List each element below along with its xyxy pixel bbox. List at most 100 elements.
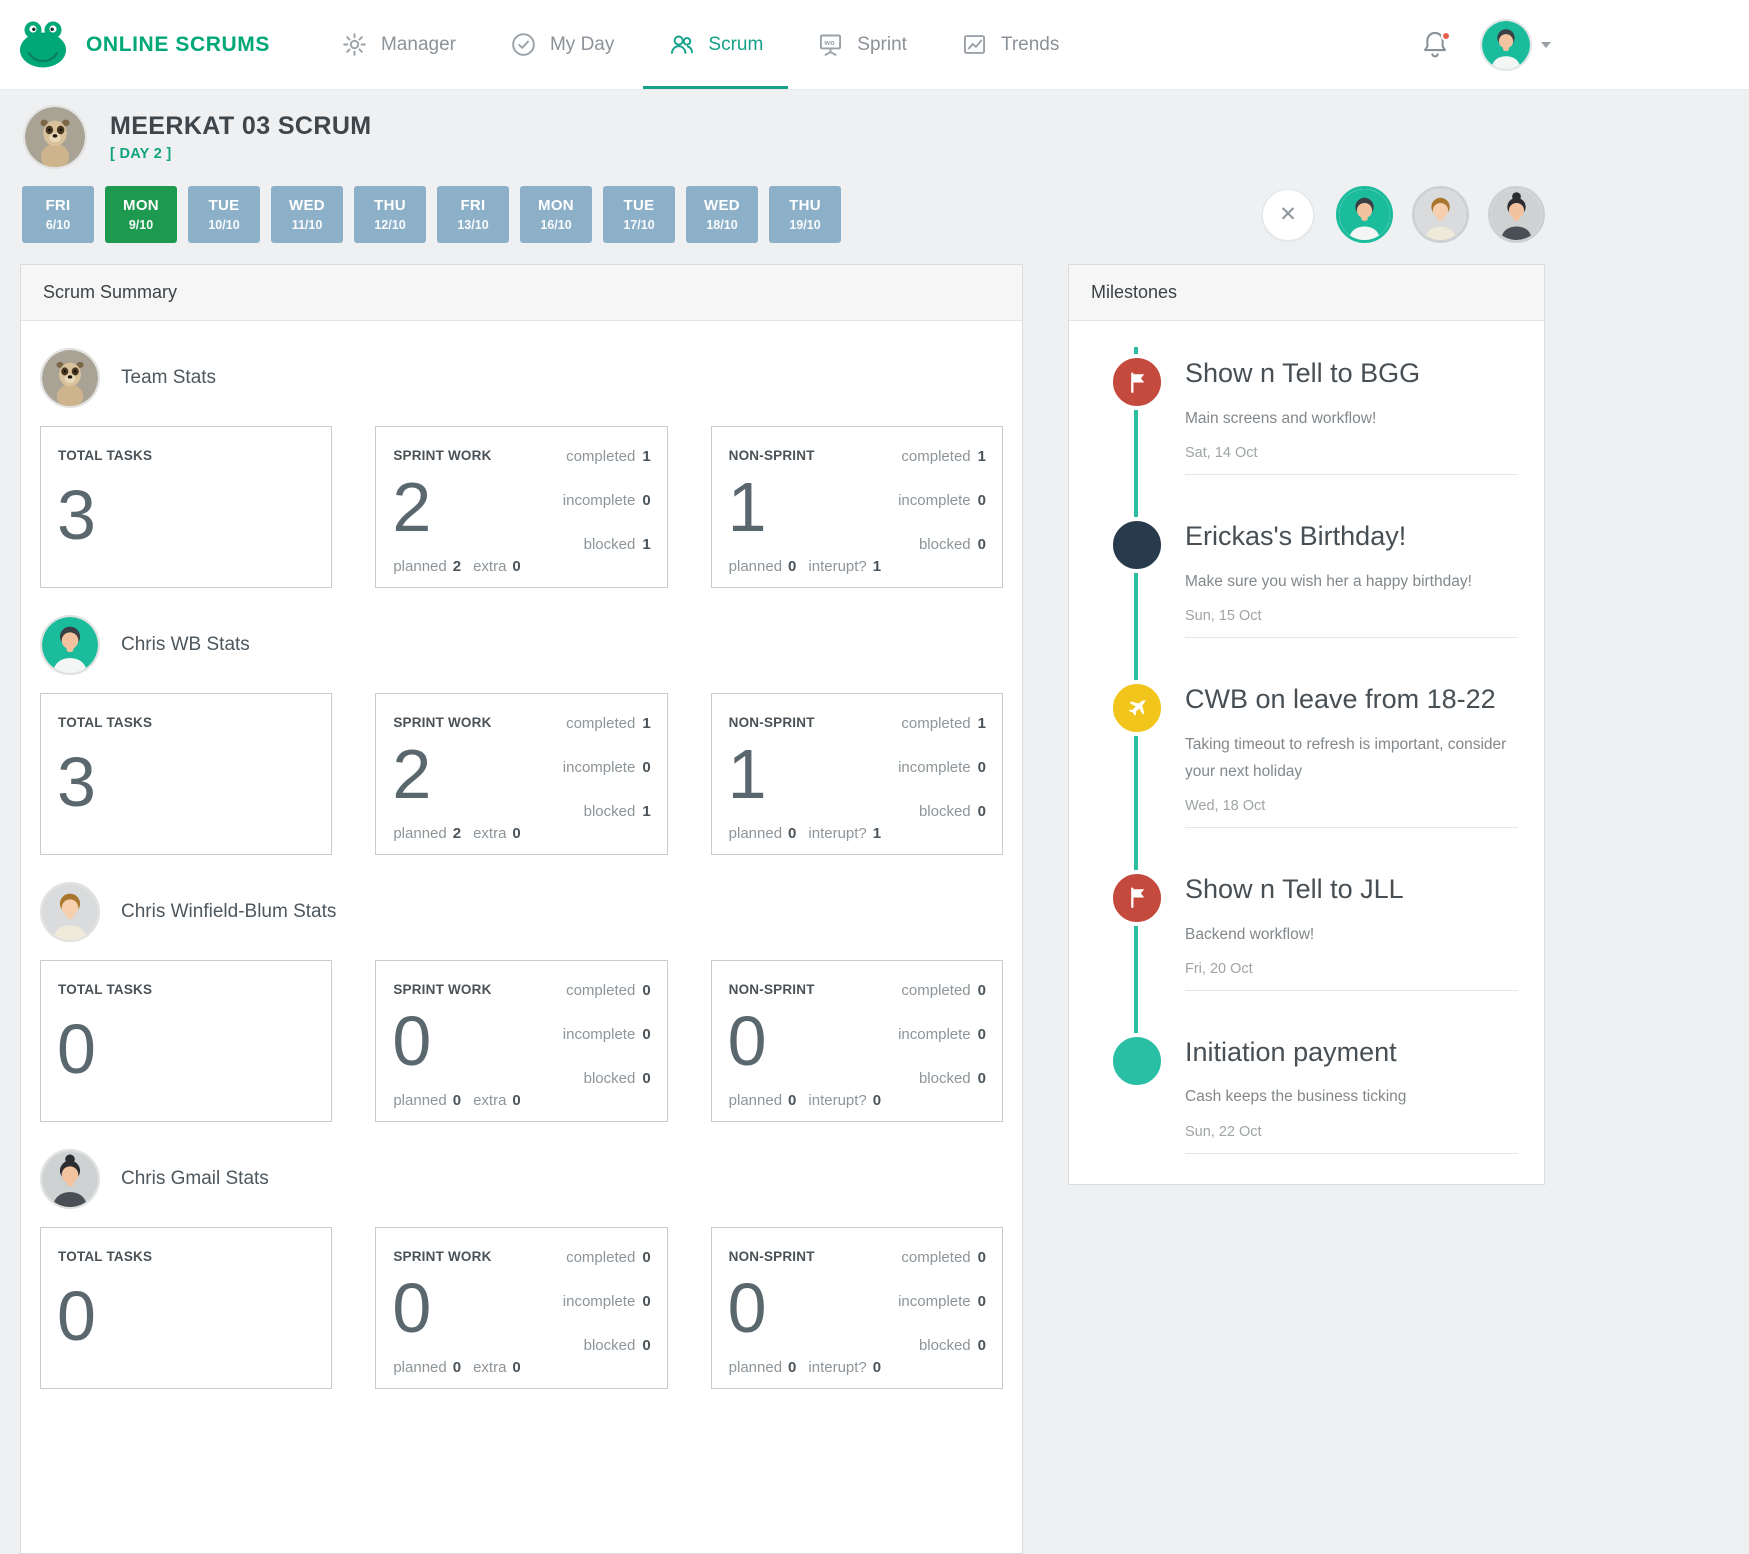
missed-x-icon[interactable] (957, 891, 999, 933)
date-tab-mon-9-10[interactable]: MON 9/10 (105, 186, 177, 243)
nav-item-label: Manager (380, 33, 456, 55)
date-tab-tue-10-10[interactable]: TUE 10/10 (188, 186, 260, 243)
milestone-description: Cash keeps the business ticking (1185, 1088, 1407, 1106)
team-member-avatar-chris-wb[interactable] (1336, 186, 1393, 243)
user-menu[interactable] (1480, 18, 1551, 71)
date-tab-date: 13/10 (457, 218, 489, 232)
stat-box-label: NON-SPRINT (728, 1249, 815, 1264)
non-sprint-box: NON-SPRINT 1 completed 1 incomplete 0 blocked 0… (710, 426, 1003, 588)
date-tab-date: 16/10 (540, 218, 572, 232)
date-tab-fri-6-10[interactable]: FRI 6/10 (22, 186, 94, 243)
team-avatars (1336, 186, 1545, 243)
notification-dot (1441, 30, 1451, 41)
date-tab-day: MON (538, 197, 574, 214)
milestone-date: Wed, 18 Oct (1185, 798, 1518, 828)
total-tasks-box: TOTAL TASKS 3 (40, 693, 333, 855)
team-member-avatar-chris-winfield-blum[interactable] (1412, 186, 1469, 243)
milestone-title: Initiation payment (1185, 1036, 1397, 1067)
stat-box-label: TOTAL TASKS (58, 982, 153, 997)
nav-item-sprint[interactable]: wo Sprint (790, 0, 934, 89)
play-icon[interactable] (893, 624, 935, 666)
date-tab-date: 17/10 (623, 218, 655, 232)
main-columns: Scrum Summary Team Stats TOTAL TASKS 3 SPRI… (20, 264, 1749, 1554)
stat-box-label: TOTAL TASKS (58, 715, 153, 730)
milestone-date: Fri, 20 Oct (1185, 961, 1518, 991)
member-name: Chris WB Stats (121, 634, 250, 655)
date-tab-date: 10/10 (208, 218, 240, 232)
stat-box-label: SPRINT WORK (393, 1249, 492, 1264)
date-tab-day: THU (789, 197, 821, 214)
date-tab-thu-12-10[interactable]: THU 12/10 (354, 186, 426, 243)
sprint-work-box: SPRINT WORK 2 completed 1 incomplete 0 blocked… (375, 693, 668, 855)
scrum-summary-title: Scrum Summary (21, 265, 1022, 321)
team-member-avatar-chris-gmail[interactable] (1488, 186, 1545, 243)
date-tab-thu-19-10[interactable]: THU 19/10 (769, 186, 841, 243)
top-nav: ONLINE SCRUMS Manager My Day Scrum wo Sprint… (0, 0, 1749, 90)
check-circle-icon (510, 31, 537, 58)
date-tab-fri-13-10[interactable]: FRI 13/10 (437, 186, 509, 243)
missed-x-icon[interactable] (957, 1158, 999, 1200)
chevron-down-icon (1541, 41, 1551, 48)
brand[interactable]: ONLINE SCRUMS (16, 0, 270, 89)
date-tab-day: THU (374, 197, 406, 214)
milestone-date: Sun, 22 Oct (1185, 1124, 1518, 1154)
nav-item-my-day[interactable]: My Day (483, 0, 641, 89)
milestone-description: Main screens and workflow! (1185, 409, 1377, 427)
stat-box-label: TOTAL TASKS (58, 1249, 153, 1264)
nav-item-scrum[interactable]: Scrum (641, 0, 790, 89)
date-tab-wed-11-10[interactable]: WED 11/10 (271, 186, 343, 243)
date-tab-wed-18-10[interactable]: WED 18/10 (686, 186, 758, 243)
milestone-show-n-tell-to-jll: Show n Tell to JLL Backend workflow! Fri, … (1109, 869, 1518, 991)
nav-item-label: My Day (549, 33, 615, 55)
date-tab-tue-17-10[interactable]: TUE 17/10 (603, 186, 675, 243)
stat-box-value: 2 (392, 735, 432, 813)
close-button[interactable]: ✕ (1262, 188, 1314, 241)
date-tab-day: WED (704, 197, 740, 214)
date-tab-date: 12/10 (374, 218, 406, 232)
total-tasks-value: 3 (57, 476, 96, 554)
dates-row: FRI 6/10 MON 9/10 TUE 10/10 WED 11/10 THU 12/10 FR… (0, 186, 1545, 243)
total-tasks-value: 0 (57, 1010, 96, 1088)
milestone-title: CWB on leave from 18-22 (1185, 683, 1496, 714)
stat-box-value: 2 (392, 468, 432, 546)
flag-icon (1109, 354, 1165, 410)
date-tab-day: WED (289, 197, 325, 214)
member-sections: Team Stats TOTAL TASKS 3 SPRINT WORK 2 comple… (21, 348, 1022, 1389)
stat-box-value: 0 (727, 1002, 767, 1080)
member-status-icons (957, 891, 999, 933)
team-bar: ✕ (1262, 186, 1545, 243)
nav-item-label: Scrum (708, 33, 764, 55)
stat-box-value: 1 (727, 735, 767, 813)
member-avatar (40, 615, 100, 675)
date-tab-day: FRI (45, 197, 71, 214)
date-tab-date: 9/10 (128, 218, 154, 232)
plane-icon (1109, 679, 1165, 736)
user-avatar (1480, 18, 1532, 71)
main-nav: Manager My Day Scrum wo Sprint Trends (314, 0, 1420, 89)
notifications-bell-icon[interactable] (1420, 29, 1451, 61)
scrum-header-text: MEERKAT 03 SCRUM [ DAY 2 ] (110, 112, 372, 162)
total-tasks-value: 3 (57, 743, 96, 821)
nav-item-manager[interactable]: Manager (314, 0, 483, 89)
milestone-cwb-on-leave-from-18-22: CWB on leave from 18-22 Taking timeout to… (1109, 679, 1518, 828)
milestone-title: Show n Tell to BGG (1185, 358, 1421, 388)
non-sprint-box: NON-SPRINT 0 completed 0 incomplete 0 blocked 0… (710, 1227, 1003, 1389)
check-circle-green-icon[interactable] (957, 624, 999, 666)
milestone-title: Show n Tell to JLL (1185, 873, 1404, 904)
member-name: Chris Winfield-Blum Stats (121, 901, 337, 922)
member-name: Chris Gmail Stats (121, 1168, 269, 1189)
sprint-board-icon: wo (817, 31, 844, 58)
date-tab-mon-16-10[interactable]: MON 16/10 (520, 186, 592, 243)
date-tab-day: MON (123, 197, 159, 214)
member-status-icons (893, 624, 999, 666)
stat-box-label: SPRINT WORK (393, 982, 492, 997)
stat-box-value: 0 (392, 1002, 432, 1080)
milestone-title: Erickas's Birthday! (1185, 520, 1407, 551)
nav-item-trends[interactable]: Trends (934, 0, 1086, 89)
day-label: [ DAY 2 ] (110, 146, 172, 162)
date-tab-date: 19/10 (789, 218, 821, 232)
nav-item-label: Sprint (857, 33, 907, 55)
sprint-work-box: SPRINT WORK 0 completed 0 incomplete 0 blocked… (375, 1227, 668, 1389)
stat-box-value: 0 (392, 1269, 432, 1347)
member-section-chris-gmail-stats: Chris Gmail Stats TOTAL TASKS 0 SPRINT WORK… (21, 1149, 1022, 1389)
